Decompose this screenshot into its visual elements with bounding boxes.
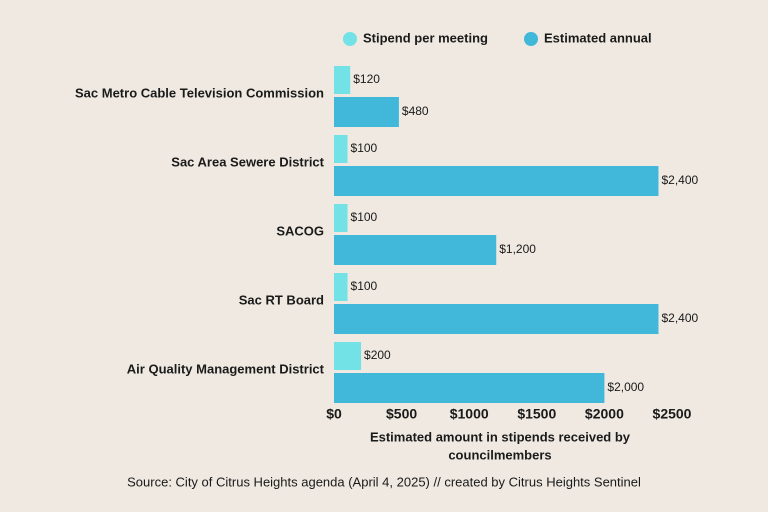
bar xyxy=(334,166,659,196)
value-label: $2,400 xyxy=(661,311,698,325)
x-tick-label: $1000 xyxy=(450,406,489,422)
x-tick-label: $2000 xyxy=(585,406,624,422)
x-axis-title: councilmembers xyxy=(448,447,551,462)
legend-swatch xyxy=(343,32,357,46)
x-tick-label: $1500 xyxy=(517,406,556,422)
legend-swatch xyxy=(524,32,538,46)
bar xyxy=(334,135,348,163)
y-tick-label: Sac Area Sewere District xyxy=(171,154,324,169)
x-tick-label: $0 xyxy=(326,406,342,422)
y-tick-label: Air Quality Management District xyxy=(127,361,325,376)
value-label: $480 xyxy=(402,104,429,118)
source-note: Source: City of Citrus Heights agenda (A… xyxy=(127,474,641,489)
value-label: $100 xyxy=(351,279,378,293)
x-tick-label: $2500 xyxy=(653,406,692,422)
value-label: $1,200 xyxy=(499,242,536,256)
bar xyxy=(334,273,348,301)
bar xyxy=(334,235,497,265)
y-tick-label: Sac Metro Cable Television Commission xyxy=(75,85,324,100)
value-label: $100 xyxy=(351,141,378,155)
legend-label: Estimated annual xyxy=(544,30,652,45)
value-label: $100 xyxy=(351,210,378,224)
y-tick-label: SACOG xyxy=(276,223,324,238)
bar xyxy=(334,204,348,232)
value-label: $120 xyxy=(353,72,380,86)
bar xyxy=(334,97,399,127)
bar xyxy=(334,66,351,94)
value-label: $200 xyxy=(364,348,391,362)
value-label: $2,400 xyxy=(661,173,698,187)
y-tick-label: Sac RT Board xyxy=(239,292,324,307)
x-tick-label: $500 xyxy=(386,406,417,422)
x-axis-title: Estimated amount in stipends received by xyxy=(370,429,631,444)
value-label: $2,000 xyxy=(607,380,644,394)
bar xyxy=(334,342,362,370)
bar xyxy=(334,304,659,334)
bar xyxy=(334,373,605,403)
legend-label: Stipend per meeting xyxy=(363,30,488,45)
